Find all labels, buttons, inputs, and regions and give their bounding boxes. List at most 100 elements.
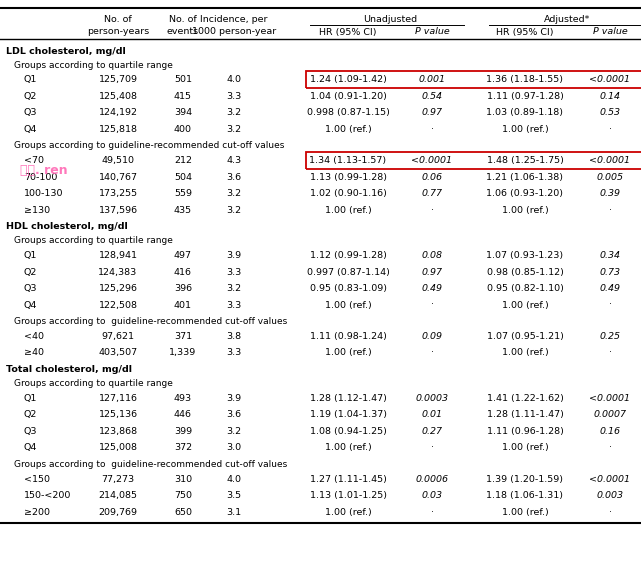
Text: HR (95% CI): HR (95% CI) <box>496 27 554 37</box>
Text: 1.00 (ref.): 1.00 (ref.) <box>502 125 548 134</box>
Text: 1.00 (ref.): 1.00 (ref.) <box>324 206 371 215</box>
Text: 3.0: 3.0 <box>226 443 242 453</box>
Text: 125,136: 125,136 <box>99 410 138 419</box>
Text: LDL cholesterol, mg/dl: LDL cholesterol, mg/dl <box>6 46 126 56</box>
Text: HDL cholesterol, mg/dl: HDL cholesterol, mg/dl <box>6 222 128 231</box>
Text: 1.27 (1.11-1.45): 1.27 (1.11-1.45) <box>310 475 387 483</box>
Text: Groups according to guideline-recommended cut-off values: Groups according to guideline-recommende… <box>14 141 285 150</box>
Text: <0.0001: <0.0001 <box>590 156 631 165</box>
Text: 415: 415 <box>174 92 192 101</box>
Text: 3.3: 3.3 <box>226 268 242 277</box>
Text: Groups according to quartile range: Groups according to quartile range <box>14 236 173 245</box>
Text: 1.39 (1.20-1.59): 1.39 (1.20-1.59) <box>487 475 563 483</box>
Text: 212: 212 <box>174 156 192 165</box>
Text: <40: <40 <box>24 332 44 341</box>
Text: 3.1: 3.1 <box>226 508 242 517</box>
Text: 1.06 (0.93-1.20): 1.06 (0.93-1.20) <box>487 189 563 198</box>
Text: 3.2: 3.2 <box>226 109 242 117</box>
Text: 0.97: 0.97 <box>422 268 442 277</box>
Text: ·: · <box>608 206 612 215</box>
Text: 435: 435 <box>174 206 192 215</box>
Text: 1.08 (0.94-1.25): 1.08 (0.94-1.25) <box>310 427 387 436</box>
Text: 70-100: 70-100 <box>24 173 58 182</box>
Text: 1.11 (0.97-1.28): 1.11 (0.97-1.28) <box>487 92 563 101</box>
Text: 1.12 (0.99-1.28): 1.12 (0.99-1.28) <box>310 251 387 260</box>
Text: 3.8: 3.8 <box>226 332 242 341</box>
Text: <0.0001: <0.0001 <box>590 394 631 403</box>
Text: 1.00 (ref.): 1.00 (ref.) <box>502 349 548 357</box>
Text: 1.00 (ref.): 1.00 (ref.) <box>324 300 371 310</box>
Text: HR (95% CI): HR (95% CI) <box>319 27 377 37</box>
Text: 3.2: 3.2 <box>226 125 242 134</box>
Text: 1.00 (ref.): 1.00 (ref.) <box>502 443 548 453</box>
Text: 4.0: 4.0 <box>226 475 242 483</box>
Text: 0.53: 0.53 <box>599 109 620 117</box>
Text: 137,596: 137,596 <box>99 206 138 215</box>
Text: 124,383: 124,383 <box>98 268 138 277</box>
Text: 0.01: 0.01 <box>422 410 442 419</box>
Text: 372: 372 <box>174 443 192 453</box>
Text: No. of: No. of <box>169 15 197 23</box>
Text: 125,408: 125,408 <box>99 92 138 101</box>
Text: Q4: Q4 <box>24 300 37 310</box>
Text: P value: P value <box>593 27 628 37</box>
Text: 504: 504 <box>174 173 192 182</box>
Text: 0.95 (0.83-1.09): 0.95 (0.83-1.09) <box>310 284 387 293</box>
Text: 0.005: 0.005 <box>597 173 624 182</box>
Text: 0.77: 0.77 <box>422 189 442 198</box>
Text: Groups according to  guideline-recommended cut-off values: Groups according to guideline-recommende… <box>14 317 287 326</box>
Text: 559: 559 <box>174 189 192 198</box>
Text: Q2: Q2 <box>24 410 37 419</box>
Text: 128,941: 128,941 <box>99 251 138 260</box>
Bar <box>306 71 641 88</box>
Text: Groups according to quartile range: Groups according to quartile range <box>14 60 173 70</box>
Bar <box>306 152 641 169</box>
Text: 150-<200: 150-<200 <box>24 491 71 500</box>
Text: 1.11 (0.96-1.28): 1.11 (0.96-1.28) <box>487 427 563 436</box>
Text: 750: 750 <box>174 491 192 500</box>
Text: 1.21 (1.06-1.38): 1.21 (1.06-1.38) <box>487 173 563 182</box>
Text: 1.00 (ref.): 1.00 (ref.) <box>502 206 548 215</box>
Text: 1.13 (0.99-1.28): 1.13 (0.99-1.28) <box>310 173 387 182</box>
Text: 3.2: 3.2 <box>226 206 242 215</box>
Text: 209,769: 209,769 <box>99 508 138 517</box>
Text: 1,339: 1,339 <box>169 349 197 357</box>
Text: 3.5: 3.5 <box>226 491 242 500</box>
Text: 399: 399 <box>174 427 192 436</box>
Text: Q1: Q1 <box>24 394 37 403</box>
Text: ·: · <box>431 508 433 517</box>
Text: 416: 416 <box>174 268 192 277</box>
Text: 97,621: 97,621 <box>101 332 135 341</box>
Text: 3.6: 3.6 <box>226 410 242 419</box>
Text: 400: 400 <box>174 125 192 134</box>
Text: 1.00 (ref.): 1.00 (ref.) <box>324 443 371 453</box>
Text: ·: · <box>608 125 612 134</box>
Text: ·: · <box>431 300 433 310</box>
Text: 0.49: 0.49 <box>422 284 442 293</box>
Text: 爱来. ren: 爱来. ren <box>20 164 67 178</box>
Text: 0.001: 0.001 <box>419 76 445 84</box>
Text: 1.07 (0.93-1.23): 1.07 (0.93-1.23) <box>487 251 563 260</box>
Text: 1.11 (0.98-1.24): 1.11 (0.98-1.24) <box>310 332 387 341</box>
Text: 125,818: 125,818 <box>99 125 138 134</box>
Text: 1.19 (1.04-1.37): 1.19 (1.04-1.37) <box>310 410 387 419</box>
Text: 0.0007: 0.0007 <box>594 410 626 419</box>
Text: Groups according to  guideline-recommended cut-off values: Groups according to guideline-recommende… <box>14 460 287 469</box>
Text: 100-130: 100-130 <box>24 189 63 198</box>
Text: No. of: No. of <box>104 15 132 23</box>
Text: Q2: Q2 <box>24 268 37 277</box>
Text: ≥200: ≥200 <box>24 508 50 517</box>
Text: 77,273: 77,273 <box>101 475 135 483</box>
Text: <70: <70 <box>24 156 44 165</box>
Text: Q1: Q1 <box>24 251 37 260</box>
Text: person-years: person-years <box>87 27 149 37</box>
Text: 0.27: 0.27 <box>422 427 442 436</box>
Text: 0.0003: 0.0003 <box>415 394 449 403</box>
Text: 401: 401 <box>174 300 192 310</box>
Text: 497: 497 <box>174 251 192 260</box>
Text: Unadjusted: Unadjusted <box>363 15 417 23</box>
Text: 125,008: 125,008 <box>99 443 138 453</box>
Text: ·: · <box>608 300 612 310</box>
Text: 125,296: 125,296 <box>99 284 138 293</box>
Text: 0.54: 0.54 <box>422 92 442 101</box>
